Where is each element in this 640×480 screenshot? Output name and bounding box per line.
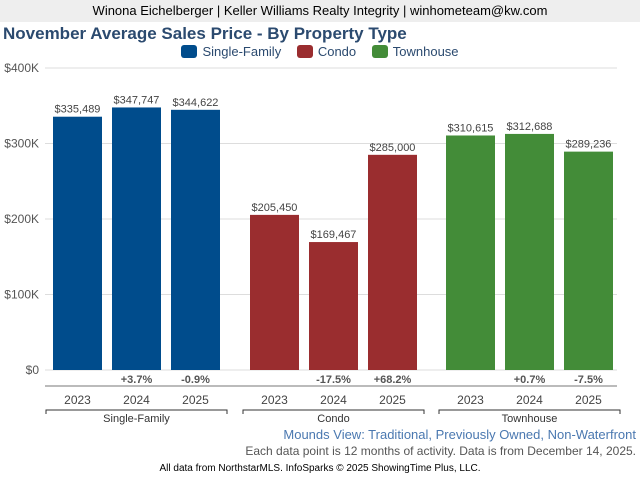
bar-single-family-2023 <box>53 116 102 370</box>
x-tick-label: 2024 <box>516 393 543 407</box>
legend-item-condo[interactable]: Condo <box>296 44 357 59</box>
change-label: +0.7% <box>514 374 546 386</box>
bar-townhouse-2023 <box>446 135 495 370</box>
legend-swatch-single-family <box>181 45 198 58</box>
legend-item-single-family[interactable]: Single-Family <box>181 44 281 59</box>
x-tick-label: 2025 <box>575 393 602 407</box>
y-tick-label: $300K <box>4 137 39 151</box>
data-label: $285,000 <box>370 142 416 154</box>
header-bar: Winona Eichelberger | Keller Williams Re… <box>0 0 640 22</box>
bar-single-family-2024 <box>112 107 161 370</box>
legend-item-townhouse[interactable]: Townhouse <box>371 44 459 59</box>
chart-title: November Average Sales Price - By Proper… <box>3 24 407 43</box>
group-label: Condo <box>317 413 349 425</box>
bar-townhouse-2025 <box>564 151 613 370</box>
x-tick-label: 2023 <box>457 393 484 407</box>
bar-townhouse-2024 <box>505 133 554 370</box>
x-tick-label: 2025 <box>182 393 209 407</box>
y-tick-label: $400K <box>4 61 39 75</box>
legend-label: Single-Family <box>202 44 282 59</box>
x-tick-label: 2023 <box>261 393 288 407</box>
change-label: +68.2% <box>374 374 412 386</box>
data-label: $312,688 <box>507 121 553 133</box>
data-label: $310,615 <box>448 122 494 134</box>
data-label: $347,747 <box>114 94 160 106</box>
chart-subtitle: Mounds View: Traditional, Previously Own… <box>283 427 636 442</box>
x-tick-label: 2024 <box>123 393 150 407</box>
change-label: -0.9% <box>181 374 210 386</box>
group-bracket <box>45 409 228 414</box>
group-bracket <box>242 409 425 414</box>
data-label: $169,467 <box>311 229 357 241</box>
group-label: Townhouse <box>502 413 558 425</box>
bar-single-family-2025 <box>171 109 220 370</box>
data-note: Each data point is 12 months of activity… <box>245 444 636 458</box>
legend-label: Townhouse <box>392 44 459 59</box>
bar-condo-2023 <box>250 214 299 370</box>
data-label: $335,489 <box>55 104 101 116</box>
y-tick-label: $0 <box>26 363 40 377</box>
bar-condo-2025 <box>368 154 417 370</box>
bar-condo-2024 <box>309 242 358 370</box>
change-label: -17.5% <box>316 374 351 386</box>
x-tick-label: 2025 <box>379 393 406 407</box>
y-tick-label: $100K <box>4 288 39 302</box>
legend-label: Condo <box>317 44 357 59</box>
legend-swatch-condo <box>296 45 313 58</box>
x-tick-label: 2023 <box>64 393 91 407</box>
legend: Single-Family Condo Townhouse <box>0 44 640 61</box>
change-label: +3.7% <box>121 374 153 386</box>
group-bracket <box>438 409 621 414</box>
y-tick-label: $200K <box>4 212 39 226</box>
data-credit: All data from NorthstarMLS. InfoSparks ©… <box>159 463 481 474</box>
group-label: Single-Family <box>103 413 170 425</box>
data-label: $205,450 <box>252 202 298 214</box>
legend-swatch-townhouse <box>371 45 388 58</box>
data-label: $344,622 <box>173 97 219 109</box>
change-label: -7.5% <box>574 374 603 386</box>
x-tick-label: 2024 <box>320 393 347 407</box>
data-label: $289,236 <box>566 139 612 151</box>
